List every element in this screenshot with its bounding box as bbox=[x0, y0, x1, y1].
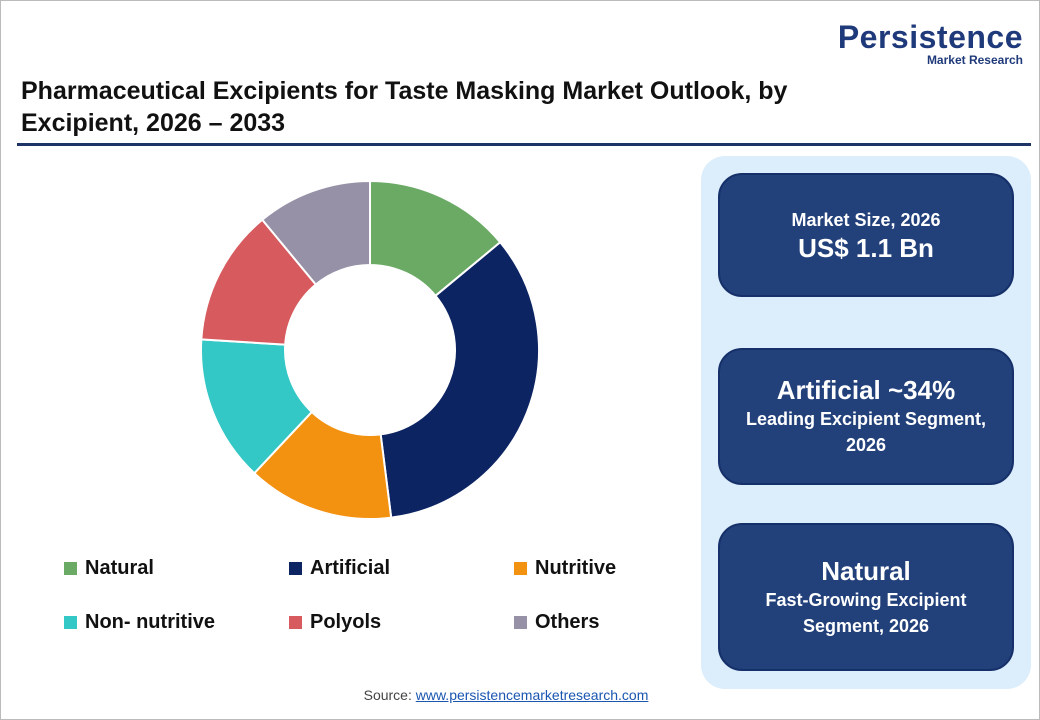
legend-label: Polyols bbox=[310, 611, 382, 633]
card-label: Market Size, 2026 bbox=[791, 209, 941, 230]
legend-item: Artificial bbox=[289, 557, 390, 580]
logo-tagline: Market Research bbox=[926, 53, 1023, 67]
legend-swatch bbox=[64, 562, 77, 575]
donut-chart bbox=[200, 179, 540, 520]
legend-swatch bbox=[514, 616, 527, 629]
card-value: Artificial ~34% bbox=[776, 375, 956, 405]
legend-swatch bbox=[64, 616, 77, 629]
title-rule bbox=[17, 143, 1031, 146]
legend-item: Polyols bbox=[289, 611, 381, 634]
legend-label: Nutritive bbox=[535, 557, 617, 579]
card-value: US$ 1.1 Bn bbox=[798, 232, 934, 263]
card: Natural Fast-Growing Excipient Segment, … bbox=[718, 523, 1014, 671]
card-label: Leading Excipient Segment, 2026 bbox=[745, 409, 987, 455]
source: Source: www.persistencemarketresearch.co… bbox=[1, 687, 1011, 703]
legend-item: Non- nutritive bbox=[64, 611, 215, 634]
card: Market Size, 2026 US$ 1.1 Bn bbox=[718, 173, 1014, 297]
legend-swatch bbox=[289, 616, 302, 629]
logo: Persistence bbox=[837, 19, 1023, 55]
legend-label: Artificial bbox=[310, 557, 391, 579]
card-label: Fast-Growing Excipient Segment, 2026 bbox=[765, 589, 967, 636]
donut-slice bbox=[379, 240, 540, 519]
legend-swatch bbox=[514, 562, 527, 575]
source-label: Source: bbox=[363, 687, 412, 703]
legend-label: Others bbox=[535, 611, 600, 633]
legend-swatch bbox=[289, 562, 302, 575]
legend-item: Nutritive bbox=[514, 557, 616, 580]
legend-label: Non- nutritive bbox=[85, 611, 215, 633]
legend-item: Others bbox=[514, 611, 599, 634]
source-link[interactable]: www.persistencemarketresearch.com bbox=[415, 687, 649, 703]
donut-slice bbox=[260, 179, 371, 286]
legend-item: Natural bbox=[64, 557, 154, 580]
card: Artificial ~34% Leading Excipient Segmen… bbox=[718, 348, 1014, 485]
legend-label: Natural bbox=[85, 557, 154, 579]
chart-title: Pharmaceutical Excipients for Taste Mask… bbox=[21, 77, 788, 137]
card-value: Natural bbox=[821, 555, 911, 586]
